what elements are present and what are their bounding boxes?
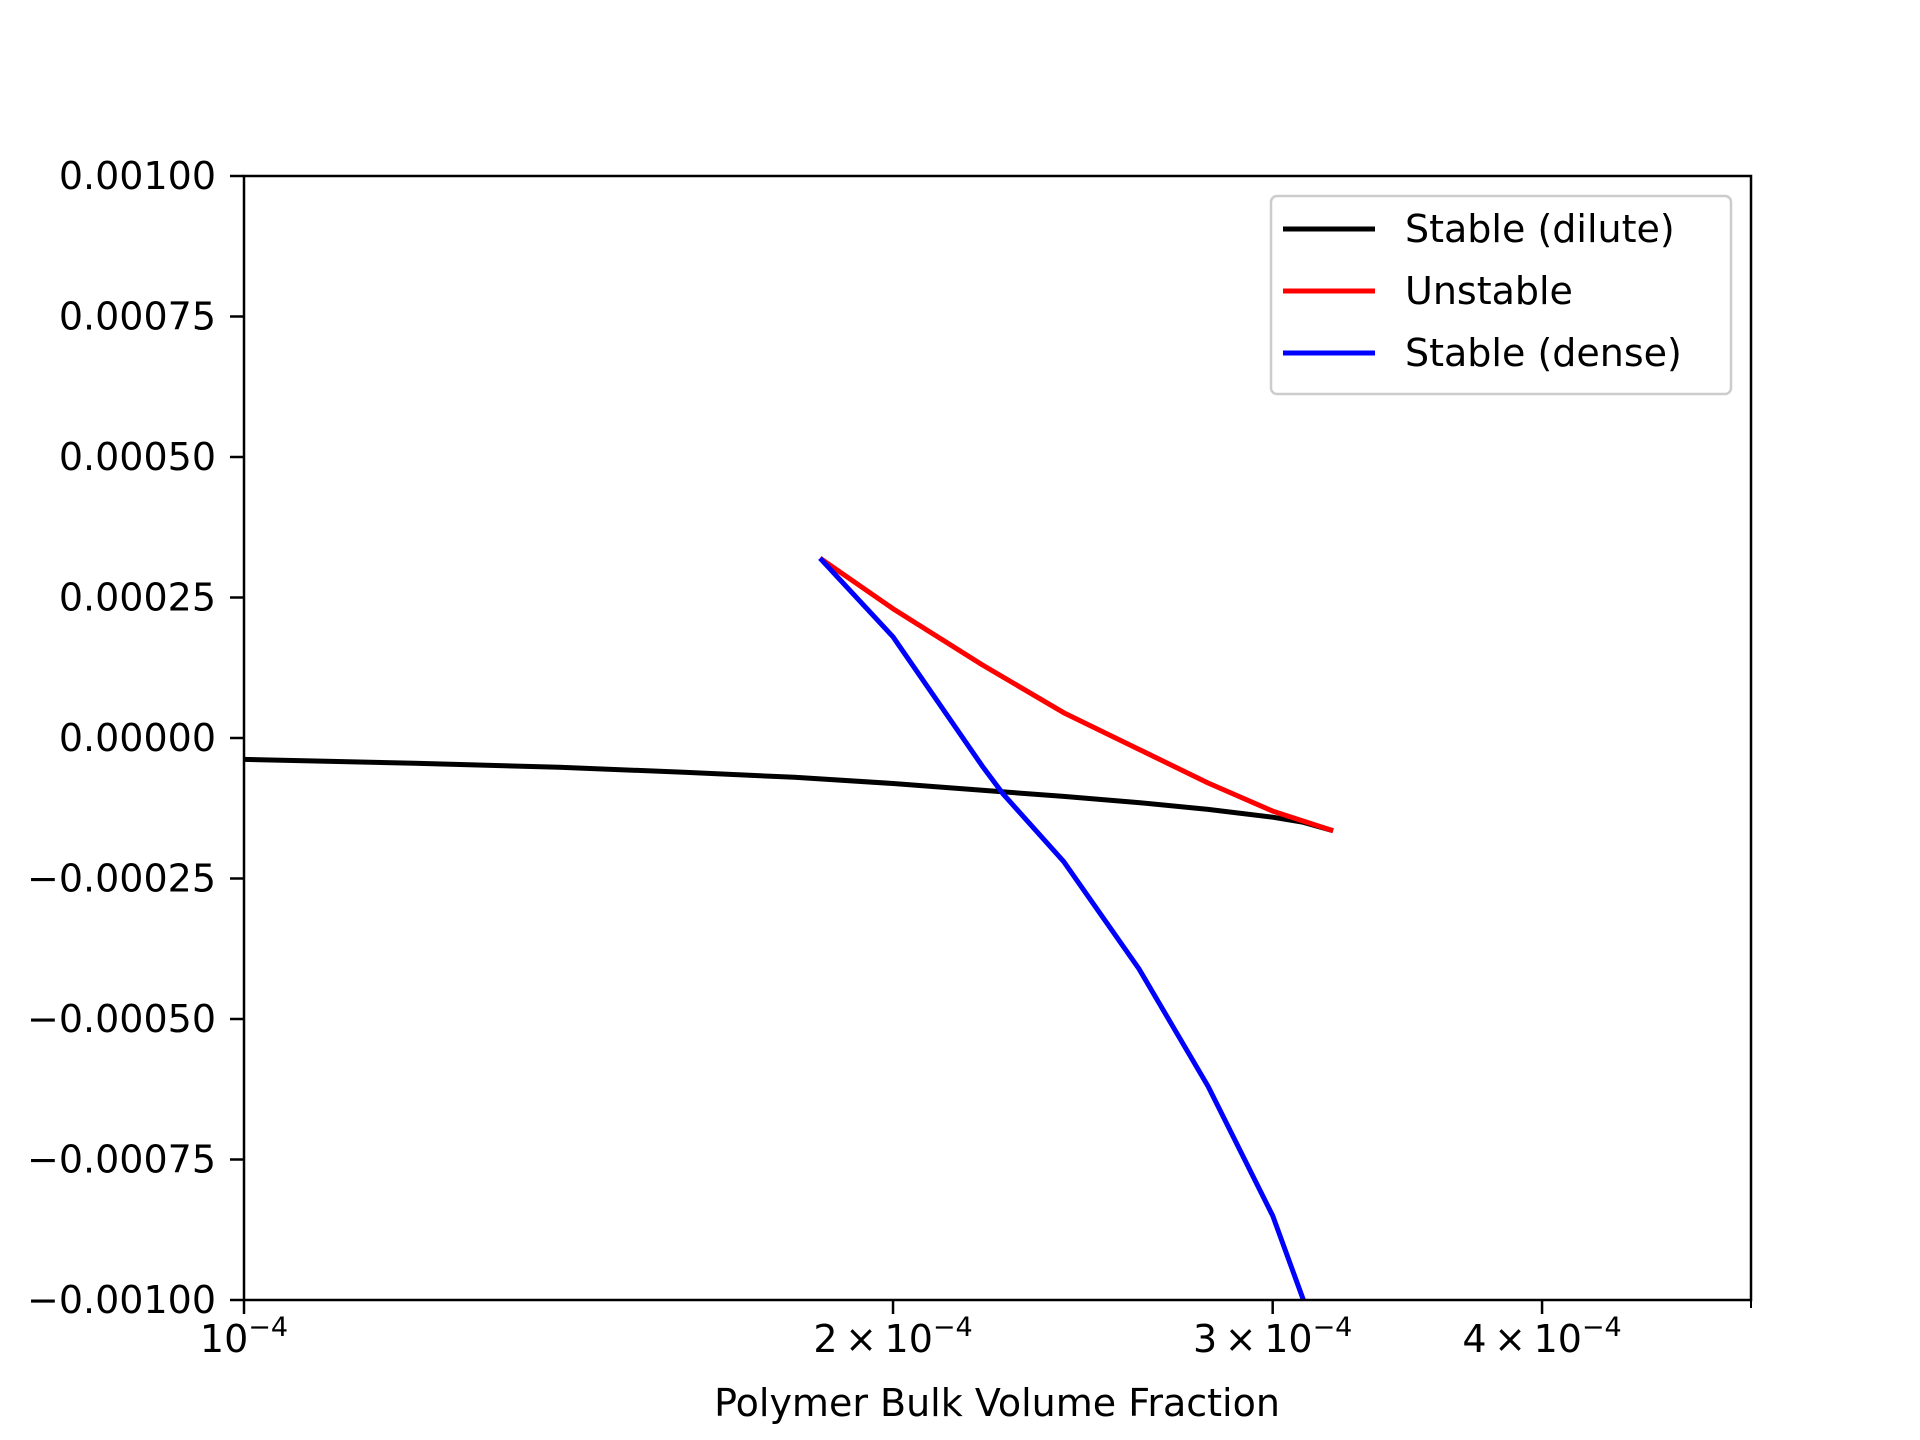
- series-line-2: [818, 556, 1306, 1301]
- x-tick-label-2: 3 × 10−4: [1193, 1312, 1352, 1361]
- y-axis: 0.00100 0.00075 0.00050 0.00025 0.00000 −0.00…: [27, 154, 244, 1322]
- legend-label-1: Unstable: [1405, 269, 1573, 313]
- series-layer: [243, 556, 1334, 1301]
- y-tick-label-0: 0.00100: [59, 154, 216, 198]
- y-tick-label-4: 0.00000: [59, 716, 216, 760]
- y-tick-label-8: −0.00100: [27, 1278, 216, 1322]
- y-tick-label-2: 0.00050: [59, 435, 216, 479]
- series-line-1: [818, 556, 1334, 834]
- legend-label-0: Stable (dilute): [1405, 207, 1675, 251]
- y-tick-label-7: −0.00075: [27, 1138, 216, 1182]
- y-tick-label-1: 0.00075: [59, 295, 216, 339]
- legend: Stable (dilute) Unstable Stable (dense): [1269, 194, 1733, 396]
- x-tick-label-0: 10−4: [200, 1312, 288, 1361]
- x-axis: 10−4 2 × 10−4 3 × 10−4 4 × 10−4: [200, 1300, 1752, 1361]
- legend-label-2: Stable (dense): [1405, 331, 1682, 375]
- x-axis-label: Polymer Bulk Volume Fraction: [714, 1381, 1280, 1425]
- x-tick-label-1: 2 × 10−4: [813, 1312, 972, 1361]
- x-tick-label-3: 4 × 10−4: [1462, 1312, 1621, 1361]
- y-tick-label-3: 0.00025: [59, 576, 216, 620]
- y-tick-label-6: −0.00050: [27, 997, 216, 1041]
- legend-items: Stable (dilute) Unstable Stable (dense): [1283, 207, 1682, 375]
- y-tick-label-5: −0.00025: [27, 857, 216, 901]
- series-line-0: [243, 756, 1334, 834]
- legend-box: [1269, 194, 1733, 396]
